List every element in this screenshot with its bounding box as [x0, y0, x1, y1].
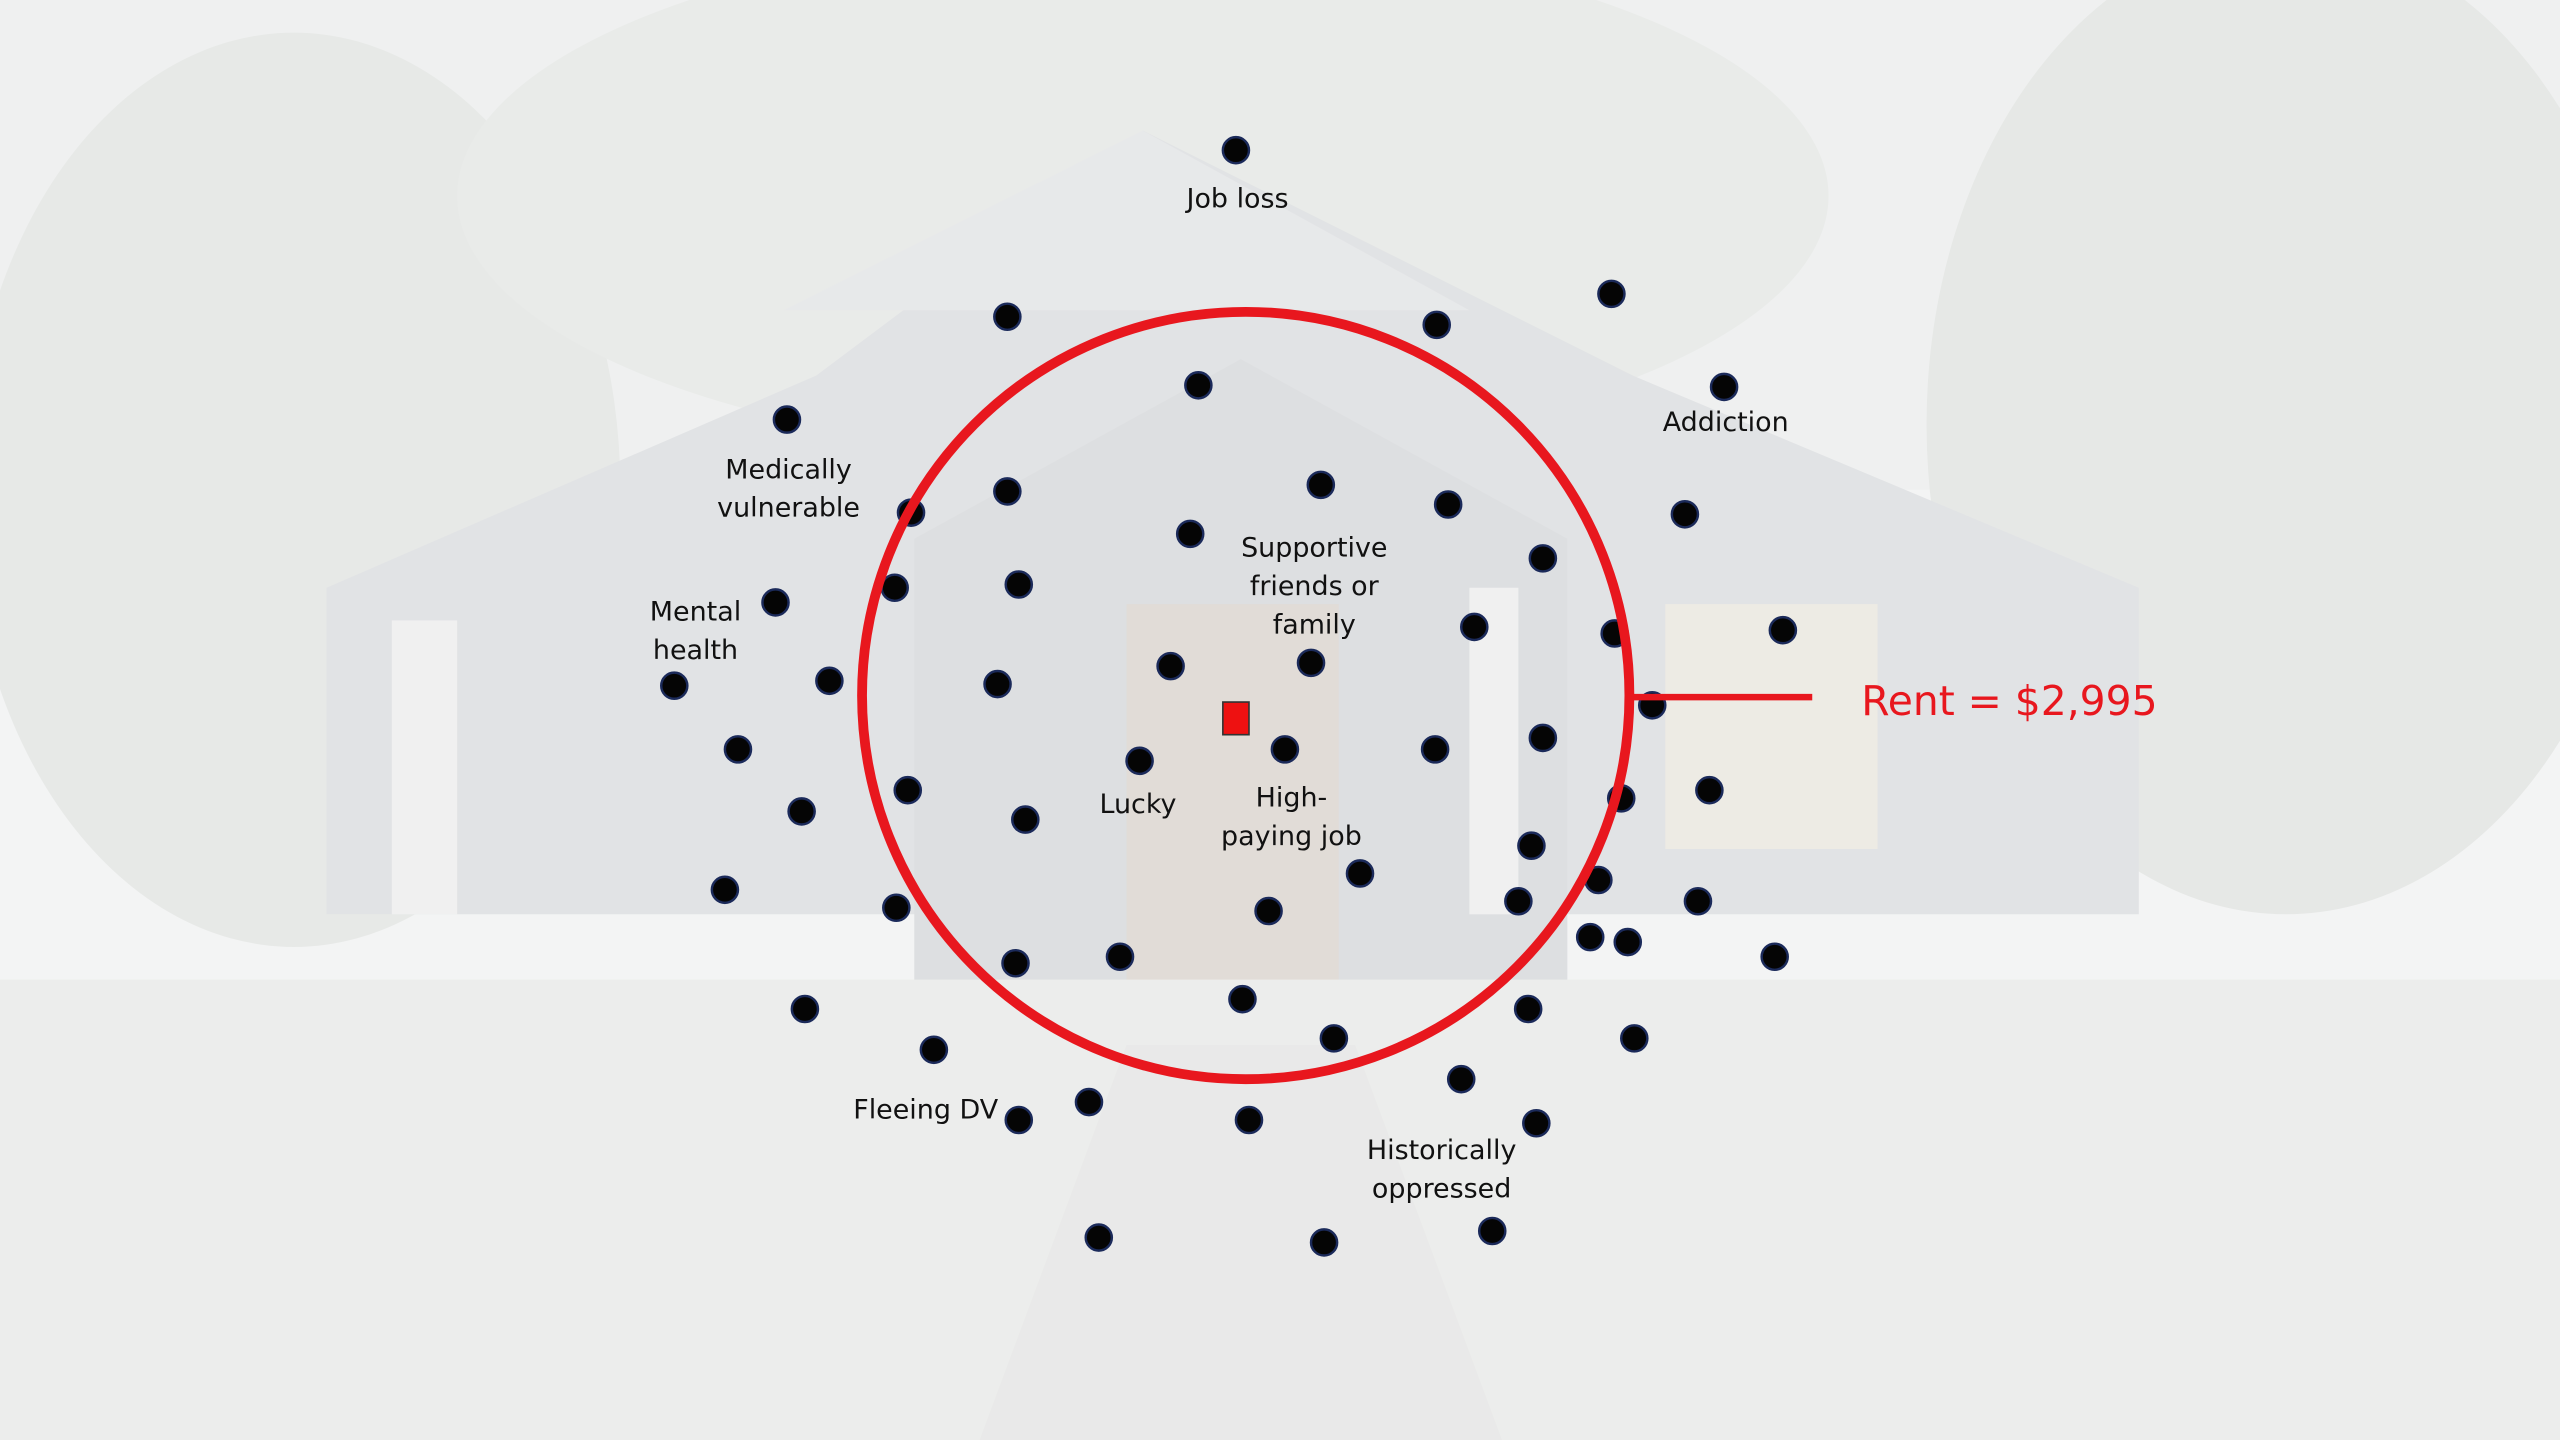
person-dot — [1621, 1025, 1647, 1051]
person-dot — [1448, 1066, 1474, 1092]
person-dot — [1177, 521, 1203, 547]
person-dot — [1321, 1025, 1347, 1051]
person-dot — [895, 777, 921, 803]
person-dot — [1185, 372, 1211, 398]
factor-label: Addiction — [1663, 407, 1789, 438]
person-dot — [1086, 1224, 1112, 1250]
person-dot — [1127, 748, 1153, 774]
person-dot — [661, 673, 687, 699]
overlay — [0, 0, 2560, 1440]
factor-label: Lucky — [1099, 789, 1176, 820]
label-line: vulnerable — [717, 493, 860, 524]
person-dot — [1311, 1229, 1337, 1255]
person-dot — [1347, 860, 1373, 886]
label-line: Supportive — [1241, 533, 1387, 564]
person-dot — [1158, 653, 1184, 679]
person-dot — [1518, 833, 1544, 859]
person-dot — [1523, 1110, 1549, 1136]
person-dot — [1272, 736, 1298, 762]
person-dot — [994, 478, 1020, 504]
person-dot — [1530, 725, 1556, 751]
label-line: friends or — [1250, 571, 1380, 602]
person-dot — [1711, 374, 1737, 400]
label-line: Historically — [1367, 1135, 1517, 1166]
person-dot — [883, 895, 909, 921]
person-dot — [1479, 1218, 1505, 1244]
label-line: Medically — [725, 454, 852, 485]
person-dot — [1223, 137, 1249, 163]
person-dot — [725, 736, 751, 762]
person-dot — [712, 877, 738, 903]
person-dot — [1685, 888, 1711, 914]
person-dot — [1006, 571, 1032, 597]
person-dot — [1505, 888, 1531, 914]
label-line: Lucky — [1099, 789, 1176, 820]
person-dot — [792, 996, 818, 1022]
person-dot — [1424, 312, 1450, 338]
person-dot — [1770, 617, 1796, 643]
person-dot — [1696, 777, 1722, 803]
person-dot — [1229, 986, 1255, 1012]
person-dot — [921, 1037, 947, 1063]
label-line: Fleeing DV — [853, 1094, 999, 1125]
person-dot — [1236, 1107, 1262, 1133]
person-dot — [789, 798, 815, 824]
label-line: Job loss — [1185, 183, 1289, 214]
label-line: health — [653, 635, 738, 666]
person-dot — [1006, 1107, 1032, 1133]
factor-label: Job loss — [1185, 183, 1289, 214]
label-line: family — [1273, 609, 1356, 640]
person-dot — [1577, 924, 1603, 950]
label-line: paying job — [1221, 821, 1362, 852]
person-dot — [1598, 281, 1624, 307]
slide: Rent = $2,995 Job loss Addiction Medically… — [0, 0, 2560, 1440]
person-dot — [774, 407, 800, 433]
person-dot — [1308, 472, 1334, 498]
person-dot — [1107, 944, 1133, 970]
person-dot — [1076, 1089, 1102, 1115]
person-dot — [1530, 545, 1556, 571]
house-marker — [1223, 702, 1249, 735]
person-dot — [1298, 650, 1324, 676]
person-dot — [762, 589, 788, 615]
person-dot — [1762, 944, 1788, 970]
person-dot — [994, 304, 1020, 330]
person-dot — [1672, 501, 1698, 527]
person-dot — [816, 668, 842, 694]
label-line: oppressed — [1372, 1174, 1511, 1205]
label-line: Addiction — [1663, 407, 1789, 438]
person-dot — [882, 575, 908, 601]
label-line: Mental — [650, 596, 741, 627]
person-dot — [1256, 898, 1282, 924]
person-dot — [1515, 996, 1541, 1022]
person-dot — [1615, 929, 1641, 955]
label-line: High- — [1256, 783, 1328, 814]
person-dot — [1435, 491, 1461, 517]
person-dot — [984, 671, 1010, 697]
person-dot — [1002, 950, 1028, 976]
person-dot — [1012, 807, 1038, 833]
person-dot — [1422, 736, 1448, 762]
factor-label: Fleeing DV — [853, 1094, 999, 1125]
person-dot — [1461, 614, 1487, 640]
rent-label: Rent = $2,995 — [1861, 677, 2157, 725]
